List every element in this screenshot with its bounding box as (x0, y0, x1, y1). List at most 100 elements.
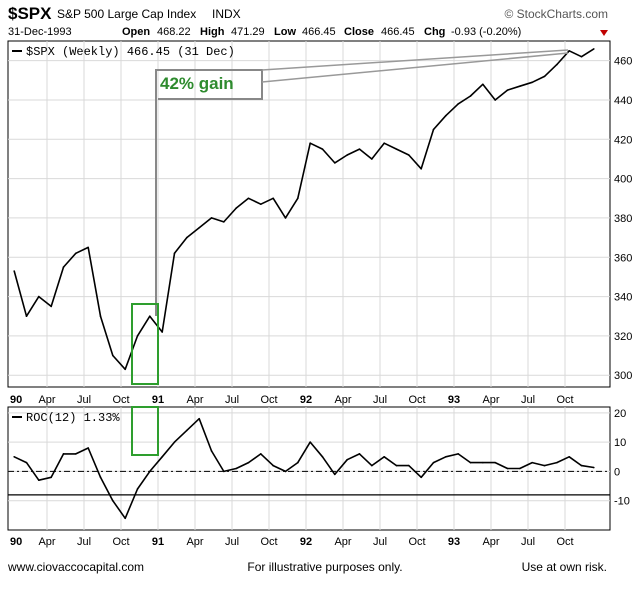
x-tick-label: Oct (556, 536, 573, 548)
roc-data-point (38, 479, 40, 482)
series-layer: 90 Apr Jul Oct 91 Apr Jul Oct 92 Apr Jul Oct 93 Apr Ju… (8, 48, 632, 548)
close-label: Close (344, 26, 374, 38)
price-data-point (432, 128, 435, 131)
x-tick-label: Apr (186, 536, 203, 548)
x-tick-label: Jul (77, 536, 91, 548)
roc-data-point (506, 467, 509, 470)
price-data-point (580, 55, 583, 58)
roc-data-point (50, 476, 52, 479)
date-label: 31-Dec-1993 (8, 26, 72, 38)
price-data-point (556, 63, 558, 66)
y-tick-label: 400 (614, 174, 632, 186)
roc-data-point (408, 464, 410, 467)
price-series-line (13, 48, 595, 371)
price-data-point (62, 266, 65, 268)
exchange-label: INDX (212, 7, 241, 21)
x-tick-label: Oct (260, 394, 277, 406)
price-data-point (568, 50, 570, 52)
y-tick-label: 320 (614, 331, 632, 343)
footer-website: www.ciovaccocapital.com (7, 560, 144, 574)
roc-data-point (334, 473, 336, 476)
x-tick-label: Jul (521, 394, 535, 406)
roc-data-point (531, 461, 533, 464)
roc-data-point (543, 464, 546, 467)
price-data-point (210, 217, 213, 219)
price-data-point (346, 154, 348, 156)
x-tick-label: 91 (152, 394, 164, 406)
price-data-point (149, 315, 151, 318)
roc-data-point (358, 453, 361, 455)
x-tick-label: 90 (10, 536, 22, 548)
roc-data-point (149, 470, 151, 473)
roc-data-point (62, 453, 65, 455)
roc-data-point (395, 464, 398, 467)
x-tick-label: Oct (556, 394, 573, 406)
price-data-point (25, 315, 28, 318)
open-label: Open (122, 26, 150, 38)
chart-footer: www.ciovaccocapital.com For illustrative… (7, 560, 607, 574)
roc-data-point (87, 447, 89, 449)
roc-data-point (99, 476, 102, 479)
price-data-point (50, 305, 52, 308)
price-legend: $SPX (Weekly) 466.45 (31 Dec) (12, 45, 235, 59)
source-label: © StockCharts.com (504, 7, 608, 21)
price-data-point (235, 207, 237, 209)
roc-data-point (161, 455, 163, 458)
price-data-point (334, 162, 336, 164)
x-tick-label: Jul (225, 394, 239, 406)
roc-data-point (445, 455, 447, 458)
price-data-point (198, 226, 200, 229)
price-data-point (272, 197, 274, 200)
price-data-point (506, 89, 509, 91)
x-tick-label: Apr (186, 394, 203, 406)
price-data-point (321, 148, 324, 150)
price-data-point (136, 335, 139, 337)
close-value: 466.45 (381, 26, 415, 38)
y-tick-label: 20 (614, 408, 626, 420)
x-tick-label: 93 (448, 394, 460, 406)
roc-data-point (309, 441, 311, 443)
price-data-point (482, 83, 484, 86)
roc-data-point (593, 466, 595, 469)
roc-data-point (223, 470, 225, 473)
x-tick-label: Jul (373, 394, 387, 406)
price-data-point (260, 203, 262, 205)
roc-data-point (321, 455, 324, 458)
high-value: 471.29 (231, 26, 265, 38)
x-tick-label: Oct (260, 536, 277, 548)
y-tick-label: 460 (614, 56, 632, 68)
x-tick-label: Apr (38, 394, 55, 406)
x-tick-label: Oct (112, 536, 129, 548)
chart-header: $SPX S&P 500 Large Cap Index INDX © Stoc… (8, 4, 608, 38)
price-data-point (543, 75, 546, 78)
price-data-point (186, 236, 188, 239)
price-data-point (161, 331, 163, 333)
price-data-point (75, 252, 77, 255)
y-tick-label: 340 (614, 292, 632, 304)
x-tick-label: Apr (482, 394, 499, 406)
chg-down-arrow-icon (600, 30, 608, 36)
y-tick-label: 360 (614, 252, 632, 264)
roc-data-point (272, 464, 274, 467)
price-data-point (309, 142, 311, 145)
roc-data-point (112, 499, 114, 502)
price-data-point (519, 85, 521, 88)
low-value: 466.45 (302, 26, 336, 38)
price-data-point (223, 221, 225, 223)
x-tick-label: Apr (334, 536, 351, 548)
y-tick-label: 0 (614, 466, 620, 478)
roc-data-point (284, 470, 287, 473)
y-tick-label: 440 (614, 95, 632, 107)
price-data-point (13, 270, 15, 272)
rally-highlight-box-roc (131, 406, 159, 456)
roc-data-point (75, 453, 77, 455)
price-data-point (445, 114, 447, 117)
x-tick-label: 91 (152, 536, 164, 548)
price-data-point (297, 197, 299, 200)
roc-data-point (25, 461, 28, 464)
roc-data-point (519, 467, 521, 470)
price-data-point (494, 99, 496, 101)
y-tick-label: -10 (614, 496, 630, 508)
roc-data-point (124, 517, 126, 520)
price-data-point (99, 315, 102, 318)
